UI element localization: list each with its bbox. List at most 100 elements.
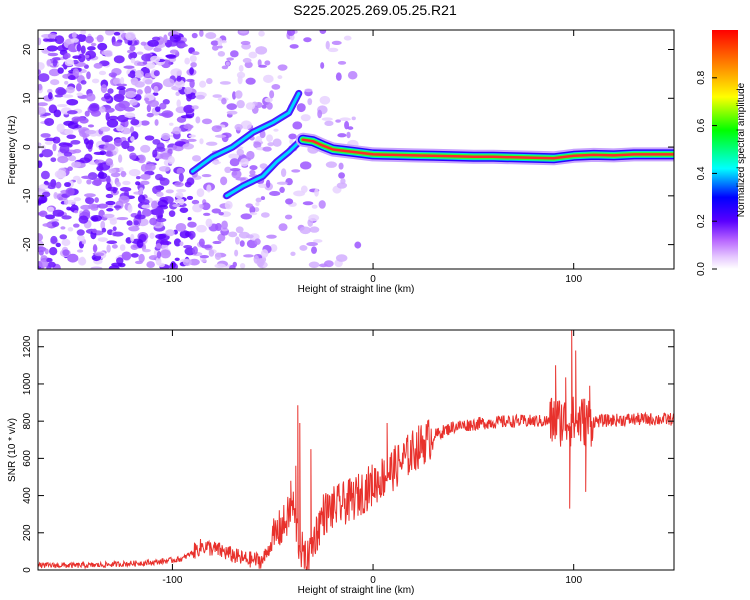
spectral-blob <box>160 249 171 259</box>
spectral-blob <box>140 173 151 180</box>
spectral-blob <box>123 65 135 69</box>
spectral-blob <box>253 141 262 149</box>
spectral-blob <box>112 77 122 86</box>
spectral-blob <box>64 128 74 135</box>
spectral-blob <box>161 243 169 251</box>
spectral-blob <box>67 143 73 148</box>
spectral-blob <box>53 109 62 118</box>
spectral-blob <box>57 67 64 74</box>
spectral-blob <box>354 241 362 249</box>
spectral-blob <box>77 53 86 63</box>
spectral-blob <box>61 215 72 220</box>
spectral-blob <box>299 161 312 170</box>
spectral-blob <box>153 47 162 53</box>
spectral-blob <box>130 233 135 242</box>
spectral-blob <box>144 135 155 141</box>
spectral-blob <box>167 155 175 165</box>
spectral-blob <box>327 47 339 53</box>
spectral-blob <box>191 155 201 162</box>
spectral-blob <box>226 57 235 61</box>
spectral-blob <box>44 182 57 186</box>
spectral-blob <box>97 237 109 242</box>
spectral-blob <box>240 213 253 220</box>
spectral-blob <box>240 40 251 46</box>
spectral-blob <box>93 62 103 69</box>
spectral-blob <box>239 240 245 247</box>
spectral-blob <box>186 195 194 200</box>
spectral-blob <box>205 32 217 39</box>
spectral-blob <box>239 263 246 269</box>
spectral-blob <box>245 203 254 208</box>
spectral-blob <box>189 79 195 89</box>
spectral-blob <box>212 94 222 98</box>
spectral-blob <box>84 129 97 135</box>
spectral-blob <box>101 227 107 233</box>
spectral-blob <box>113 55 125 64</box>
spectral-blob <box>338 172 346 179</box>
spectral-blob <box>108 265 120 269</box>
spectral-blob <box>146 104 152 113</box>
spectral-blob <box>234 90 243 99</box>
spectral-blob <box>106 240 118 245</box>
spectral-blob <box>55 181 62 189</box>
spectral-blob <box>105 200 116 206</box>
spectral-blob <box>91 216 99 222</box>
spectral-blob <box>201 173 212 178</box>
spectral-blob <box>59 234 68 240</box>
spectral-blob <box>230 168 241 172</box>
spectral-blob <box>175 223 187 232</box>
spectral-blob <box>118 88 126 96</box>
spectral-blob <box>127 73 134 78</box>
spectral-blob <box>140 120 150 126</box>
spectral-blob <box>111 244 118 249</box>
spectral-blob <box>253 255 260 264</box>
snr-plot-area <box>38 330 674 570</box>
spectral-blob <box>64 182 72 188</box>
spectral-blob <box>307 98 313 106</box>
spectral-blob <box>265 179 271 188</box>
spectral-blob <box>303 37 312 43</box>
spectral-blob <box>214 252 222 260</box>
spectral-blob <box>231 169 242 179</box>
spectral-blob <box>183 124 194 130</box>
spectral-blob <box>97 172 108 180</box>
spectral-blob <box>196 224 207 233</box>
spectral-blob <box>59 144 70 154</box>
spectral-blob <box>311 204 318 209</box>
spectral-blob <box>118 154 123 163</box>
spectral-blob <box>38 37 42 46</box>
spectral-blob <box>318 263 328 268</box>
spectral-blob <box>255 46 268 55</box>
spectral-blob <box>217 45 223 49</box>
spectral-blob <box>55 242 61 248</box>
spectrogram-frame <box>37 29 675 270</box>
colorbar-tick-label: 0.8 <box>696 70 707 84</box>
spectral-blob <box>255 202 260 206</box>
spectral-blob <box>112 187 117 194</box>
spectral-blob <box>314 188 319 197</box>
spectral-blob <box>179 230 190 239</box>
spectral-blob <box>112 226 117 231</box>
spectral-blob <box>150 55 161 63</box>
spectral-blob <box>161 132 171 141</box>
spectral-blob <box>260 212 270 218</box>
spectral-blob <box>175 69 182 76</box>
spectral-blob <box>99 150 107 156</box>
spectral-blob <box>71 31 77 39</box>
y-tick-label: 20 <box>22 44 33 56</box>
spectral-blob <box>184 86 193 95</box>
spectral-blob <box>176 75 182 82</box>
spectral-blob <box>118 195 130 204</box>
x-tick-label: -100 <box>162 575 182 586</box>
spectral-blob <box>182 258 192 267</box>
y-tick-label: 600 <box>22 450 33 467</box>
spectral-blob <box>87 124 95 128</box>
y-tick-label: 200 <box>22 524 33 541</box>
spectral-blob <box>108 168 117 174</box>
spectral-blob <box>120 170 127 178</box>
page-title: S225.2025.269.05.25.R21 <box>293 2 457 18</box>
spectral-blob <box>351 116 356 121</box>
spectral-blob <box>174 257 180 262</box>
